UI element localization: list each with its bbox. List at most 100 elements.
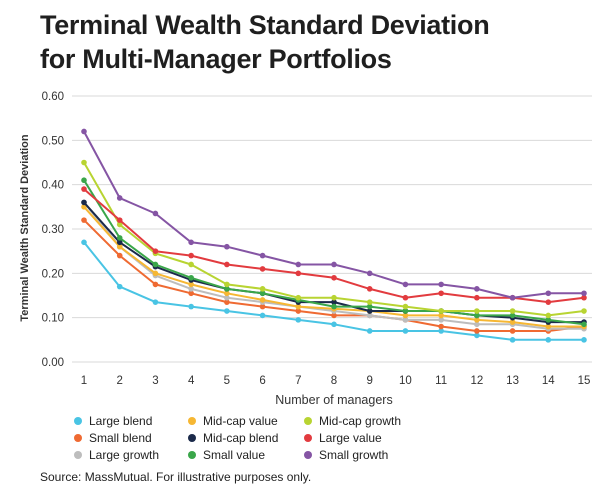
data-point	[188, 261, 194, 268]
y-tick-label: 0.50	[42, 135, 64, 147]
data-point	[259, 312, 266, 319]
legend-label: Small growth	[319, 448, 389, 462]
data-point	[509, 319, 516, 325]
data-point	[81, 128, 87, 135]
legend-label: Small blend	[89, 431, 152, 445]
data-point	[331, 274, 337, 281]
legend-label: Large value	[319, 431, 382, 445]
line-chart: 0.000.100.200.300.400.500.60 1 2 3 4 5 6 7 8 9 10…	[19, 91, 592, 407]
grid-lines	[72, 95, 592, 363]
data-point	[509, 308, 516, 314]
data-point	[474, 321, 480, 328]
data-point	[81, 159, 87, 166]
data-point	[295, 303, 302, 310]
y-axis-title: Terminal Wealth Standard Deviation	[19, 134, 31, 322]
data-point	[474, 286, 480, 292]
data-point	[188, 239, 194, 246]
data-point	[81, 199, 87, 206]
data-point	[188, 303, 194, 310]
x-tick-label: 7	[295, 375, 301, 387]
legend-item: Small growth	[304, 448, 388, 463]
legend-marker	[304, 434, 312, 442]
data-point	[366, 328, 373, 334]
data-point	[545, 299, 552, 305]
x-tick-label: 4	[188, 375, 195, 387]
x-tick-label: 13	[506, 375, 519, 387]
legend-label: Large blend	[89, 414, 153, 428]
data-point	[438, 328, 444, 334]
legend-label: Small value	[203, 448, 266, 462]
data-point	[438, 323, 444, 330]
data-point	[152, 210, 159, 217]
data-point	[81, 239, 87, 246]
x-tick-label: 9	[367, 375, 373, 387]
series-lines	[81, 128, 587, 343]
data-point	[545, 312, 552, 319]
legend-label: Large growth	[89, 448, 160, 462]
data-point	[295, 294, 302, 301]
data-point	[295, 317, 302, 323]
data-point	[116, 235, 123, 241]
x-tick-label: 12	[470, 375, 483, 387]
data-point	[545, 337, 552, 343]
y-tick-label: 0.30	[42, 224, 64, 236]
data-point	[152, 281, 159, 288]
x-tick-label: 8	[331, 375, 337, 387]
data-point	[331, 321, 337, 328]
chart-title: Terminal Wealth Standard Deviation for M…	[40, 8, 580, 76]
data-point	[224, 281, 230, 288]
legend-marker	[188, 417, 196, 425]
data-point	[259, 266, 266, 272]
legend-marker	[304, 451, 312, 459]
legend-marker	[304, 417, 312, 425]
data-point	[402, 312, 409, 319]
data-point	[188, 274, 194, 281]
data-point	[402, 303, 409, 310]
legend-item: Mid-cap blend	[188, 431, 278, 446]
x-axis-ticks: 1 2 3 4 5 6 7 8 9 10 11 12 13 14 15	[81, 375, 591, 387]
data-point	[224, 308, 230, 314]
legend-label: Mid-cap value	[203, 414, 278, 428]
data-point	[224, 294, 230, 301]
data-point	[366, 270, 373, 277]
data-point	[581, 290, 587, 297]
data-point	[259, 252, 266, 259]
data-point	[581, 337, 587, 343]
data-point	[402, 317, 409, 323]
data-point	[224, 243, 230, 250]
data-point	[188, 286, 194, 292]
legend-marker	[188, 434, 196, 442]
data-point	[474, 312, 480, 319]
legend-marker	[74, 451, 82, 459]
data-point	[474, 308, 480, 314]
data-point	[81, 186, 87, 192]
data-point	[295, 308, 302, 314]
data-point	[259, 303, 266, 310]
data-point	[224, 286, 230, 292]
series-line	[83, 131, 584, 299]
source-note: Source: MassMutual. For illustrative pur…	[40, 470, 312, 484]
data-point	[152, 270, 159, 277]
x-tick-label: 15	[578, 375, 591, 387]
legend-item: Large blend	[74, 414, 152, 429]
data-point	[331, 294, 337, 301]
chart-title-line-1: Terminal Wealth Standard Deviation	[40, 10, 490, 40]
data-point	[259, 286, 266, 292]
data-point	[438, 290, 444, 297]
data-point	[581, 294, 587, 301]
y-tick-label: 0.00	[42, 357, 64, 369]
data-point	[152, 248, 159, 254]
data-point	[545, 323, 552, 330]
y-tick-label: 0.20	[42, 268, 64, 280]
legend-marker	[74, 417, 82, 425]
y-tick-label: 0.40	[42, 180, 64, 192]
data-point	[152, 261, 159, 268]
y-tick-label: 0.60	[42, 91, 64, 103]
data-point	[224, 299, 230, 305]
data-point	[116, 252, 123, 259]
series-large-value	[81, 186, 587, 305]
data-point	[581, 321, 587, 328]
x-tick-label: 14	[542, 375, 555, 387]
data-point	[545, 290, 552, 297]
legend-item: Mid-cap value	[188, 414, 278, 429]
